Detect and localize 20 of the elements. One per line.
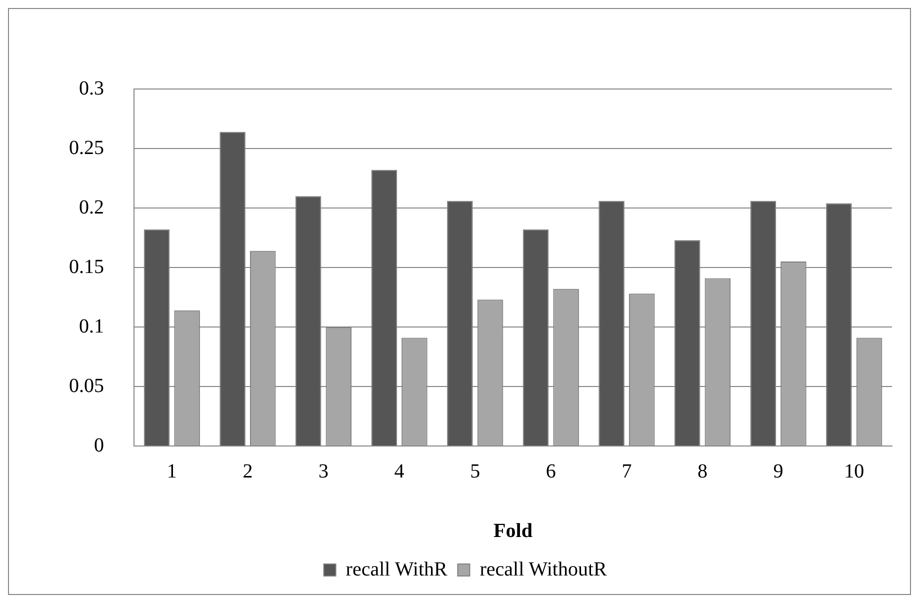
y-tick-label: 0.25	[69, 136, 104, 159]
x-tick-label: 6	[546, 460, 556, 482]
y-tick-label: 0.2	[79, 196, 104, 218]
x-tick-label: 10	[844, 460, 864, 482]
y-tick-label: 0.15	[69, 256, 104, 278]
x-tick-label: 9	[773, 460, 784, 482]
x-axis-title: Fold	[494, 520, 532, 542]
x-tick-label: 8	[698, 460, 708, 482]
x-tick-label: 7	[622, 460, 632, 482]
x-tick-label: 1	[166, 460, 177, 482]
y-tick-label: 0.3	[79, 77, 104, 100]
legend-label: recall WithR	[346, 558, 448, 580]
y-tick-label: 0.1	[79, 315, 104, 338]
x-tick-label: 4	[394, 460, 404, 482]
x-tick-label: 3	[318, 460, 328, 482]
legend-label: recall WithoutR	[480, 558, 608, 580]
y-tick-label: 0.05	[69, 374, 104, 397]
x-tick-label: 5	[470, 460, 480, 482]
y-tick-label: 0	[94, 434, 104, 456]
x-tick-label: 2	[242, 460, 253, 482]
